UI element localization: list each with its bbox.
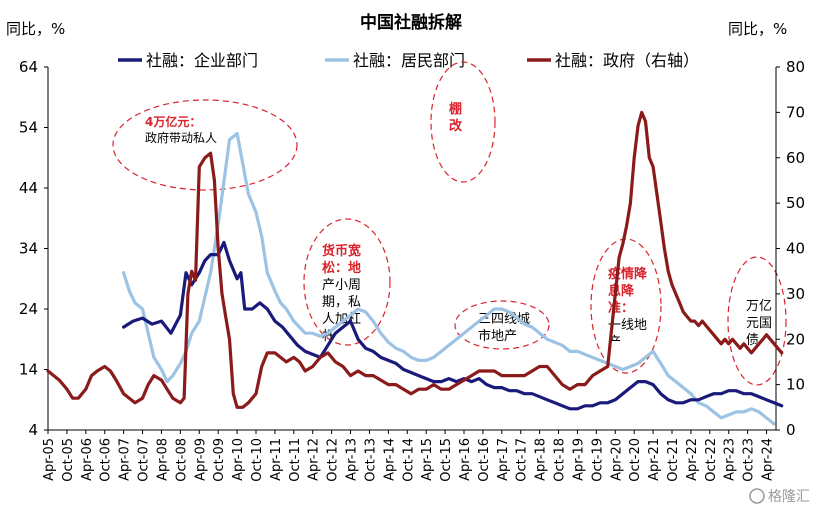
left-tick-label: 4 [28,421,38,439]
annotation-ellipse-1 [112,99,298,191]
x-tick-label: Oct-07 [137,438,152,482]
annotation-2-line-3: 产小周 [322,278,361,293]
x-tick-label: Apr-17 [496,438,511,481]
left-tick-label: 54 [19,119,38,137]
annotation-ellipse-5 [590,238,662,374]
annotation-ellipse-2 [303,218,391,346]
chart-title: 中国社融拆解 [360,12,462,33]
axes: 4 14 24 34 44 54 64 0 10 20 30 40 50 60 70 80 Apr-05 Oct-… [19,58,805,482]
annotation-6-line-1: 万亿 [746,299,772,314]
annotation-4-line-1: 三四线城 [478,312,530,327]
legend: 社融：企业部门 社融：居民部门 社融：政府（右轴） [118,51,699,70]
x-tick-label: Apr-16 [458,438,473,481]
x-tick-label: Apr-14 [382,438,397,481]
annotation-ellipse-6 [727,256,787,386]
x-tick-label: Apr-09 [193,438,208,481]
x-tick-label: Oct-13 [363,438,378,482]
annotation-1-line-1: 4万亿元： [145,114,201,129]
x-tick-label: Apr-15 [420,438,435,481]
annotation-2-line-2: 松：地 [322,260,361,276]
watermark: 格隆汇 [749,488,810,505]
legend-label-1: 社融：企业部门 [146,51,258,70]
x-tick-label: Oct-10 [250,438,265,482]
x-tick-label: Oct-11 [288,438,303,482]
x-tick-label: Apr-18 [534,438,549,481]
x-tick-label: Oct-06 [99,438,114,482]
annotation-6-line-3: 债 [746,333,759,348]
legend-label-3: 社融：政府（右轴） [555,51,699,70]
x-tick-label: Apr-20 [609,438,624,481]
right-tick-label: 40 [786,240,805,258]
left-axis-unit: 同比，% [6,20,65,38]
left-tick-label: 64 [19,58,38,76]
right-tick-label: 70 [786,103,805,121]
annotations: 4万亿元：政府带动私人货币宽松：地产小周期，私人加杠杆棚改三四线城市地产疫情降息… [112,61,787,386]
x-tick-label: Oct-08 [174,438,189,482]
watermark-text: 格隆汇 [768,489,810,505]
x-tick-label: Oct-14 [401,438,416,482]
x-tick-label: Oct-22 [704,438,719,482]
right-axis-unit: 同比，% [728,20,787,38]
annotation-6-line-2: 元国 [746,316,772,331]
right-tick-label: 60 [786,149,805,167]
x-tick-label: Oct-23 [742,438,757,482]
annotation-ellipse-4 [454,300,550,350]
right-tick-label: 10 [786,376,805,394]
right-tick-label: 20 [786,330,805,348]
x-tick-label: Oct-17 [515,438,530,482]
annotation-1-line-2: 政府带动私人 [145,130,217,145]
x-tick-label: Apr-06 [80,438,95,481]
x-tick-label: Oct-19 [590,438,605,482]
left-tick-label: 14 [19,361,38,379]
left-tick-label: 24 [19,300,38,318]
left-tick-label: 44 [19,179,38,197]
x-tick-label: Apr-19 [571,438,586,481]
x-tick-label: Oct-18 [553,438,568,482]
x-tick-label: Apr-08 [155,438,170,481]
x-tick-label: Oct-05 [61,438,76,482]
right-tick-label: 80 [786,58,805,76]
x-tick-label: Apr-12 [307,438,322,481]
x-tick-label: Oct-12 [326,438,341,482]
left-tick-label: 34 [19,240,38,258]
annotation-3-line-2: 改 [449,118,463,134]
right-tick-label: 0 [786,421,796,439]
x-tick-label: Oct-16 [477,438,492,482]
x-tick-label: Oct-20 [628,438,643,482]
legend-label-2: 社融：居民部门 [353,51,465,70]
right-tick-label: 30 [786,285,805,303]
watermark-logo-icon [749,488,765,504]
plot-area [46,110,784,426]
x-tick-label: Apr-10 [231,438,246,481]
x-tick-label: Apr-24 [761,438,776,481]
x-tick-label: Oct-15 [439,438,454,482]
annotation-5-line-2: 息降 [608,283,635,299]
annotation-ellipse-3 [430,61,496,183]
annotation-2-line-1: 货币宽 [322,243,361,259]
annotation-3-line-1: 棚 [449,101,462,117]
x-tick-label: Apr-11 [269,438,284,481]
series-line-3 [46,110,784,409]
x-tick-label: Apr-05 [42,438,57,481]
x-tick-label: Apr-22 [685,438,700,481]
x-tick-label: Apr-13 [345,438,360,481]
x-tick-label: Oct-09 [212,438,227,482]
x-tick-label: Oct-21 [666,438,681,482]
annotation-5-line-4: 一线地 [608,318,647,333]
x-tick-label: Apr-23 [723,438,738,481]
right-tick-label: 50 [786,194,805,212]
series-line-2 [122,132,776,426]
annotation-2-line-4: 期，私 [322,295,361,310]
annotation-4-line-2: 市地产 [478,328,517,344]
x-tick-label: Apr-07 [118,438,133,481]
series-line-1 [122,240,784,411]
x-tick-label: Apr-21 [647,438,662,481]
annotation-5-line-1: 疫情降 [608,266,648,282]
